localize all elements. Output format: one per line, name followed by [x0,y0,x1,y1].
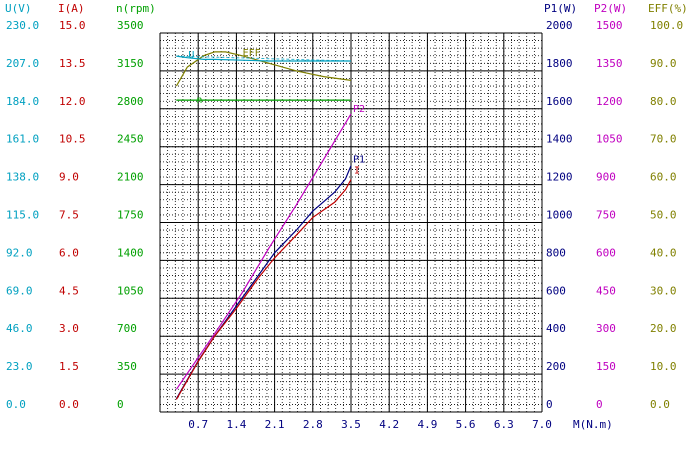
curve-label-i: I [354,166,360,177]
y-tick-label-u: 184.0 [6,95,39,108]
y-tick-label-n: 1400 [117,246,144,259]
y-tick-label-i: 6.0 [59,246,79,259]
y-tick-label-eff: 10.0 [650,360,677,373]
series-line-u-dashed [176,55,352,62]
series-curves [175,51,352,400]
y-tick-label-p2: 0 [596,398,603,411]
x-tick-label: 2.8 [303,418,323,431]
x-tick-label: 3.5 [341,418,361,431]
y-tick-label-i: 10.5 [59,133,86,146]
axis-title-eff: EFF(%) [648,2,688,15]
y-tick-label-n: 3150 [117,57,144,70]
series-line-i [175,179,352,400]
y-tick-label-p2: 300 [596,322,616,335]
y-tick-label-n: 3500 [117,19,144,32]
axis-title-p2: P2(W) [594,2,627,15]
series-line-p2 [175,113,352,390]
x-tick-label: 6.3 [494,418,514,431]
y-tick-label-p2: 1350 [596,57,623,70]
y-tick-label-p2: 900 [596,171,616,184]
y-tick-label-p1: 2000 [546,19,573,32]
y-tick-label-p1: 1000 [546,209,573,222]
y-tick-label-p1: 0 [546,398,553,411]
y-tick-label-p1: 1400 [546,133,573,146]
y-tick-label-n: 700 [117,322,137,335]
y-tick-label-eff: 80.0 [650,95,677,108]
y-tick-label-p1: 800 [546,246,566,259]
series-line-eff [175,51,352,87]
y-tick-label-u: 115.0 [6,209,39,222]
y-tick-label-n: 1050 [117,284,144,297]
axis-labels: U(V) 0.0 23.0 46.0 69.0 92.0 115.0 138.0 161.0 18… [5,2,688,431]
y-tick-label-n: 1750 [117,209,144,222]
y-tick-label-p1: 400 [546,322,566,335]
y-tick-label-p1: 200 [546,360,566,373]
y-tick-label-eff: 40.0 [650,246,677,259]
y-tick-label-eff: 0.0 [650,398,670,411]
y-tick-label-n: 2450 [117,133,144,146]
axis-title-n: n(rpm) [116,2,156,15]
series-line-u [176,55,351,62]
y-tick-label-p1: 1800 [546,57,573,70]
y-tick-label-n: 2800 [117,95,144,108]
x-tick-label: 4.2 [379,418,399,431]
y-tick-label-eff: 50.0 [650,209,677,222]
x-axis-title: M(N.m) [573,418,613,431]
y-tick-label-p2: 1050 [596,133,623,146]
curve-labels: EFF Un P2 P1I [188,48,365,177]
y-tick-label-p1: 600 [546,284,566,297]
y-tick-label-eff: 60.0 [650,171,677,184]
y-tick-label-n: 2100 [117,171,144,184]
x-tick-label: 4.9 [417,418,437,431]
y-tick-label-u: 207.0 [6,57,39,70]
y-tick-label-u: 23.0 [6,360,33,373]
y-tick-label-i: 3.0 [59,322,79,335]
y-tick-label-u: 138.0 [6,171,39,184]
y-tick-label-i: 15.0 [59,19,86,32]
y-tick-label-p2: 750 [596,209,616,222]
y-tick-label-i: 4.5 [59,284,79,297]
curve-label-n: n [196,95,202,106]
y-tick-label-eff: 100.0 [650,19,683,32]
y-tick-label-p1: 1600 [546,95,573,108]
y-tick-label-i: 7.5 [59,209,79,222]
y-tick-label-p2: 450 [596,284,616,297]
curve-label-p1: P1 [353,155,365,166]
y-tick-label-u: 230.0 [6,19,39,32]
y-tick-label-eff: 90.0 [650,57,677,70]
y-tick-label-p2: 1200 [596,95,623,108]
y-tick-label-u: 161.0 [6,133,39,146]
x-tick-label: 0.7 [188,418,208,431]
y-tick-label-u: 92.0 [6,246,33,259]
axis-title-u: U(V) [5,2,32,15]
y-tick-label-i: 9.0 [59,171,79,184]
y-tick-label-eff: 70.0 [650,133,677,146]
y-tick-label-u: 0.0 [6,398,26,411]
y-tick-label-p1: 1200 [546,171,573,184]
y-tick-label-p2: 1500 [596,19,623,32]
x-tick-label: 7.0 [532,418,552,431]
y-tick-label-i: 0.0 [59,398,79,411]
chart-grid [159,32,543,413]
y-tick-label-i: 12.0 [59,95,86,108]
curve-label-u: U [188,50,194,61]
x-tick-label: 2.1 [265,418,285,431]
y-tick-label-u: 46.0 [6,322,33,335]
y-tick-label-p2: 600 [596,246,616,259]
y-tick-label-i: 13.5 [59,57,86,70]
x-tick-label: 1.4 [226,418,246,431]
axis-title-p1: P1(W) [544,2,577,15]
y-tick-label-eff: 20.0 [650,322,677,335]
y-tick-label-p2: 150 [596,360,616,373]
curve-label-p2: P2 [353,104,365,115]
y-tick-label-n: 350 [117,360,137,373]
y-tick-label-eff: 30.0 [650,284,677,297]
x-tick-label: 5.6 [456,418,476,431]
axis-title-i: I(A) [58,2,85,15]
curve-label-eff: EFF [243,48,261,59]
y-tick-label-u: 69.0 [6,284,33,297]
y-tick-label-n: 0 [117,398,124,411]
y-tick-label-i: 1.5 [59,360,79,373]
